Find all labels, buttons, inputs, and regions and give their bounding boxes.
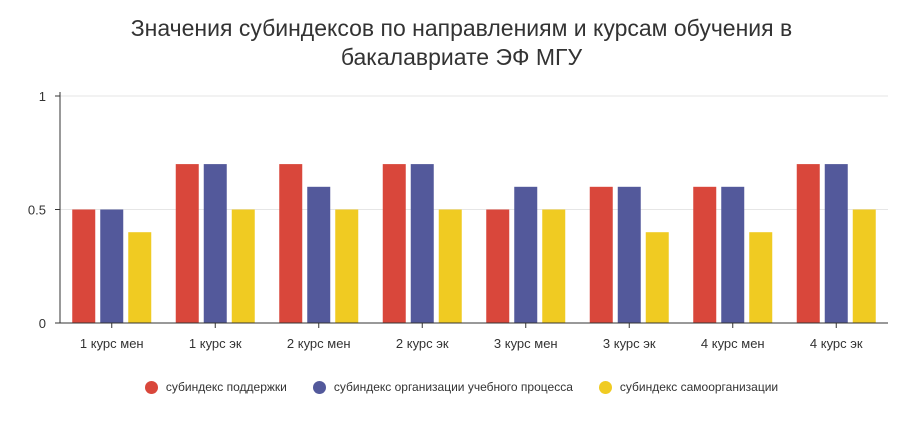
x-tick-label-5: 3 курс эк bbox=[603, 336, 656, 351]
bar-s0-c0[interactable] bbox=[72, 209, 96, 324]
bar-s1-c4[interactable] bbox=[514, 186, 538, 323]
x-tick-label-1: 1 курс эк bbox=[189, 336, 242, 351]
bar-s1-c7[interactable] bbox=[824, 164, 848, 323]
legend-label-self-organization: субиндекс самоорганизации bbox=[619, 380, 779, 394]
y-tick-label-1: 0.5 bbox=[28, 203, 46, 218]
y-tick-label-2: 1 bbox=[39, 89, 46, 104]
bar-s1-c3[interactable] bbox=[410, 164, 434, 323]
chart-title: Значения субиндексов по направлениям и к… bbox=[0, 14, 923, 72]
bar-s2-c2[interactable] bbox=[335, 209, 359, 324]
x-tick-label-7: 4 курс эк bbox=[810, 336, 863, 351]
bar-s2-c0[interactable] bbox=[128, 232, 152, 323]
bar-s0-c3[interactable] bbox=[382, 164, 406, 323]
legend-marker-organization bbox=[312, 380, 326, 394]
legend-label-support: субиндекс поддержки bbox=[165, 380, 287, 394]
legend-marker-support bbox=[144, 380, 158, 394]
bar-s0-c1[interactable] bbox=[175, 164, 199, 323]
bar-s2-c5[interactable] bbox=[645, 232, 669, 323]
x-tick-label-3: 2 курс эк bbox=[396, 336, 449, 351]
legend-label-organization: субиндекс организации учебного процесса bbox=[333, 380, 573, 394]
bar-s1-c1[interactable] bbox=[203, 164, 227, 323]
bar-s2-c3[interactable] bbox=[438, 209, 462, 324]
legend-item-support[interactable]: субиндекс поддержки bbox=[144, 380, 287, 394]
bar-s1-c2[interactable] bbox=[307, 186, 331, 323]
legend: субиндекс поддержки субиндекс организаци… bbox=[0, 380, 923, 394]
bar-s1-c5[interactable] bbox=[617, 186, 641, 323]
x-tick-label-0: 1 курс мен bbox=[80, 336, 144, 351]
bar-s0-c2[interactable] bbox=[279, 164, 303, 323]
bar-s2-c4[interactable] bbox=[542, 209, 566, 324]
bar-s2-c7[interactable] bbox=[852, 209, 876, 324]
y-tick-label-0: 0 bbox=[39, 316, 46, 331]
legend-item-self-organization[interactable]: субиндекс самоорганизации bbox=[598, 380, 779, 394]
x-tick-label-6: 4 курс мен bbox=[701, 336, 765, 351]
chart-title-line-1: Значения субиндексов по направлениям и к… bbox=[130, 15, 793, 41]
chart-title-line-2: бакалавриате ЭФ МГУ bbox=[340, 44, 583, 70]
bar-s2-c1[interactable] bbox=[231, 209, 255, 324]
bar-s0-c4[interactable] bbox=[486, 209, 510, 324]
legend-marker-self-organization bbox=[598, 380, 612, 394]
axis-layer: 0 0.5 1 1 курс мен 1 курс эк 2 курс мен 2 курс… bbox=[28, 89, 888, 351]
bar-s2-c6[interactable] bbox=[749, 232, 773, 323]
bar-s0-c6[interactable] bbox=[693, 186, 717, 323]
bars-layer bbox=[72, 164, 876, 323]
bar-s1-c6[interactable] bbox=[721, 186, 745, 323]
bar-s1-c0[interactable] bbox=[100, 209, 124, 324]
bar-s0-c7[interactable] bbox=[796, 164, 820, 323]
x-tick-label-4: 3 курс мен bbox=[494, 336, 558, 351]
legend-item-organization[interactable]: субиндекс организации учебного процесса bbox=[312, 380, 573, 394]
x-tick-label-2: 2 курс мен bbox=[287, 336, 351, 351]
bar-s0-c5[interactable] bbox=[589, 186, 613, 323]
